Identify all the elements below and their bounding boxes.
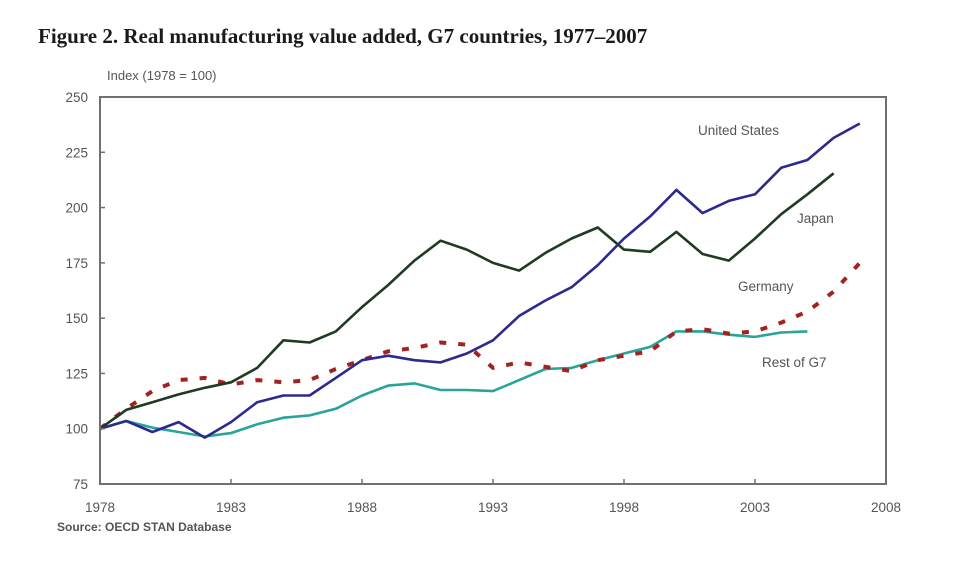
series-line-japan: [99, 172, 835, 430]
series-line-united-states: [99, 122, 861, 439]
series-layer: [98, 122, 862, 439]
y-tick-label: 75: [73, 477, 88, 492]
x-tick-label: 1988: [347, 500, 377, 515]
x-axis: 1978 1983 1988 1993 1998 2003 2008: [85, 479, 901, 515]
x-tick-label: 2003: [740, 500, 770, 515]
y-tick-label: 125: [65, 366, 88, 381]
y-axis-label: Index (1978 = 100): [107, 68, 217, 83]
x-tick-label: 1998: [609, 500, 639, 515]
x-tick-label: 1983: [216, 500, 246, 515]
series-label-united-states: United States: [698, 123, 779, 138]
y-axis: 75 100 125 150 175 200 225 250: [65, 90, 105, 492]
y-tick-label: 250: [65, 90, 88, 105]
source-note: Source: OECD STAN Database: [57, 520, 232, 534]
series-labels: United States Japan Germany Rest of G7: [698, 123, 834, 370]
series-label-rest-of-g7: Rest of G7: [762, 355, 827, 370]
y-tick-label: 200: [65, 201, 88, 216]
series-label-japan: Japan: [797, 211, 834, 226]
series-line-rest-of-g7: [99, 330, 808, 438]
x-tick-label: 2008: [871, 500, 901, 515]
y-tick-label: 225: [65, 145, 88, 160]
y-tick-label: 100: [65, 422, 88, 437]
y-tick-label: 175: [65, 256, 88, 271]
series-label-germany: Germany: [738, 279, 794, 294]
y-tick-label: 150: [65, 311, 88, 326]
chart-title: Figure 2. Real manufacturing value added…: [38, 24, 648, 48]
x-tick-label: 1993: [478, 500, 508, 515]
x-tick-label: 1978: [85, 500, 115, 515]
